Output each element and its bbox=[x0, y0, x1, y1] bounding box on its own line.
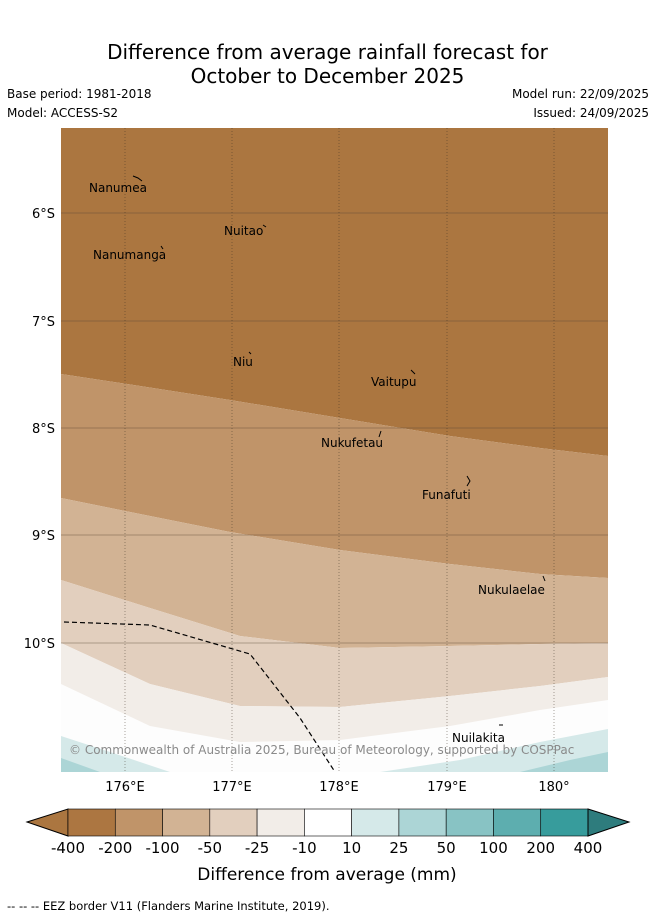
title-line-1: Difference from average rainfall forecas… bbox=[107, 40, 548, 64]
colorbar-segment bbox=[114, 808, 163, 837]
island-nukufetau-outline bbox=[378, 430, 382, 438]
copyright-text: © Commonwealth of Australia 2025, Bureau… bbox=[69, 743, 574, 757]
lon-axis: 176°E 177°E 178°E 179°E 180° bbox=[105, 780, 569, 795]
place-nanumea: Nanumea bbox=[89, 181, 147, 195]
colorbar-segment bbox=[493, 808, 542, 837]
island-funafuti-outline bbox=[466, 475, 471, 487]
lat-label-8: 8°S bbox=[32, 422, 55, 437]
colorbar-extend-low bbox=[25, 808, 69, 837]
title-line-2: October to December 2025 bbox=[190, 64, 465, 88]
band-minus-10-to-25 bbox=[61, 643, 608, 742]
colorbar-extend-high bbox=[587, 808, 631, 837]
colorbar-label: Difference from average (mm) bbox=[197, 865, 456, 885]
place-nuilakita: Nuilakita bbox=[452, 731, 505, 745]
colorbar-tick-label: 200 bbox=[526, 839, 555, 857]
colorbar-ticks: -400 -200 -100 -50 -25 -10 10 25 50 100 200 400 bbox=[51, 839, 602, 857]
colorbar-segment bbox=[67, 808, 116, 837]
map-area: Nanumea Nuitao Nanumanga Niu Vaitupu Nuk… bbox=[61, 128, 608, 772]
issued-date: Issued: 24/09/2025 bbox=[533, 106, 649, 120]
islands bbox=[132, 175, 546, 726]
island-nukulaelae-outline bbox=[542, 575, 546, 582]
colorbar-segment bbox=[209, 808, 258, 837]
place-nanumanga: Nanumanga bbox=[93, 248, 166, 262]
colorbar-tick-label: -100 bbox=[146, 839, 180, 857]
place-niu: Niu bbox=[233, 355, 253, 369]
place-nukufetau: Nukufetau bbox=[321, 436, 383, 450]
colorbar-segment bbox=[398, 808, 447, 837]
lon-label-177: 177°E bbox=[212, 780, 252, 795]
colorbar-segment bbox=[445, 808, 494, 837]
colorbar-tick-label: -200 bbox=[98, 839, 132, 857]
colorbar-segments bbox=[67, 808, 589, 837]
band-10-to-25 bbox=[61, 736, 170, 772]
colorbar-tick-label: -50 bbox=[198, 839, 223, 857]
colorbar-legend: -400 -200 -100 -50 -25 -10 10 25 50 100 200 400 Dif… bbox=[25, 808, 631, 885]
lat-label-10: 10°S bbox=[24, 637, 55, 652]
lon-label-178: 178°E bbox=[319, 780, 359, 795]
lat-axis: 6°S 7°S 8°S 9°S 10°S bbox=[24, 207, 55, 652]
band-minus-25-to-50 bbox=[61, 580, 608, 707]
colorbar-tick-label: 10 bbox=[342, 839, 361, 857]
model-run: Model run: 22/09/2025 bbox=[511, 87, 649, 101]
place-vaitupu: Vaitupu bbox=[371, 375, 417, 389]
band-minus-50-to-100 bbox=[61, 498, 608, 648]
band-25-to-50-east bbox=[520, 752, 608, 772]
colorbar-tick-label: -400 bbox=[51, 839, 85, 857]
model-name: Model: ACCESS-S2 bbox=[7, 106, 119, 120]
lat-label-7: 7°S bbox=[32, 315, 55, 330]
place-nukulaelae: Nukulaelae bbox=[478, 583, 545, 597]
chart-title: Difference from average rainfall forecas… bbox=[0, 40, 655, 88]
colorbar-tick-label: -10 bbox=[292, 839, 317, 857]
band-25-to-50 bbox=[61, 758, 100, 772]
island-nanumea-outline bbox=[132, 175, 143, 182]
eez-footnote: -- -- -- EEZ border V11 (Flanders Marine… bbox=[7, 899, 330, 913]
band-10-to-25-east bbox=[380, 729, 608, 772]
base-period: Base period: 1981-2018 bbox=[7, 87, 152, 101]
colorbar-segment bbox=[256, 808, 305, 837]
band-minus-200-to-400 bbox=[61, 128, 608, 456]
colorbar-segment bbox=[540, 808, 589, 837]
lon-label-179: 179°E bbox=[427, 780, 467, 795]
band-minus-100-to-200 bbox=[61, 374, 608, 578]
colorbar-tick-label: 400 bbox=[574, 839, 603, 857]
colorbar-tick-label: 25 bbox=[389, 839, 408, 857]
lat-label-9: 9°S bbox=[32, 529, 55, 544]
colorbar-tick-label: 50 bbox=[437, 839, 456, 857]
colorbar-segment bbox=[304, 808, 352, 837]
place-nuitao: Nuitao bbox=[224, 224, 263, 238]
island-nanumanga-outline bbox=[160, 245, 164, 250]
place-funafuti: Funafuti bbox=[422, 488, 471, 502]
lon-label-176: 176°E bbox=[105, 780, 145, 795]
colorbar-tick-label: -25 bbox=[245, 839, 270, 857]
island-nuitao-outline bbox=[262, 224, 267, 228]
place-labels: Nanumea Nuitao Nanumanga Niu Vaitupu Nuk… bbox=[89, 181, 545, 745]
eez-border bbox=[63, 621, 336, 772]
island-niu-outline bbox=[248, 351, 252, 355]
lat-label-6: 6°S bbox=[32, 207, 55, 222]
colorbar-tick-label: 100 bbox=[479, 839, 508, 857]
meridians bbox=[124, 128, 555, 772]
gridlines bbox=[61, 212, 608, 644]
colorbar-segment bbox=[351, 808, 400, 837]
island-vaitupu-outline bbox=[410, 369, 416, 375]
colorbar-segment bbox=[162, 808, 211, 837]
lon-label-180: 180° bbox=[538, 780, 569, 795]
